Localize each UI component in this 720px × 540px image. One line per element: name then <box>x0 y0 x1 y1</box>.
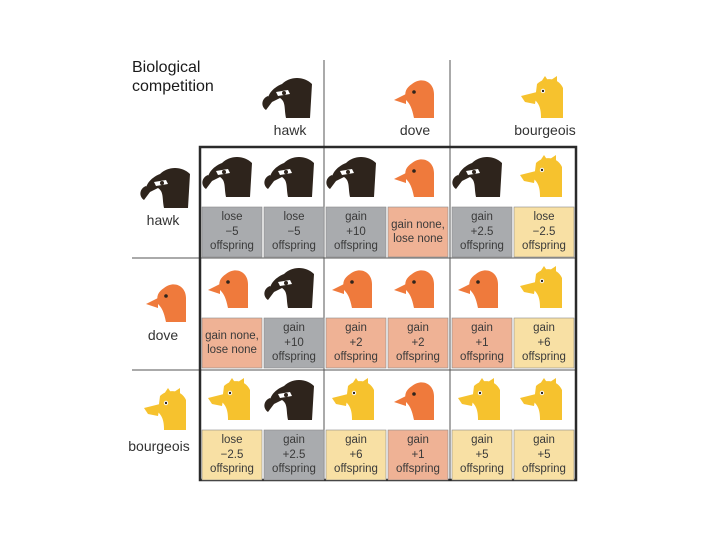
hawk-player-head-icon <box>264 268 314 308</box>
dove-header-head-icon <box>394 80 434 118</box>
payoff-fill <box>451 317 513 369</box>
payoff-fill <box>325 317 387 369</box>
payoff-text: gain +10 offspring <box>272 322 316 364</box>
payoff-text: gain +2 offspring <box>396 322 440 364</box>
payoff-fill <box>201 317 263 369</box>
payoff-text: gain +1 offspring <box>460 322 504 364</box>
payoff-fill <box>263 206 325 258</box>
hawk-row-head-icon <box>140 168 190 208</box>
payoff-fill <box>513 317 575 369</box>
dove-player-head-icon <box>394 270 434 308</box>
dove-player-head-icon <box>458 270 498 308</box>
row-label-bourgeois: bourgeois <box>128 438 190 454</box>
row-label-dove: dove <box>147 327 179 343</box>
dove-player-head-icon <box>332 270 372 308</box>
payoff-text: gain +6 offspring <box>334 434 378 476</box>
hawk-header-head-icon <box>262 78 312 118</box>
payoff-fill <box>387 429 449 481</box>
payoff-text: gain +5 offspring <box>522 434 566 476</box>
payoff-text: gain +6 offspring <box>522 322 566 364</box>
column-label-bourgeois: bourgeois <box>514 122 576 138</box>
payoff-text: gain +5 offspring <box>460 434 504 476</box>
bourgeois-row-head-icon <box>144 388 186 430</box>
hawk-player-head-icon <box>264 380 314 420</box>
bourgeois-header-head-icon <box>521 76 563 118</box>
payoff-fill <box>325 206 387 258</box>
hawk-player-head-icon <box>326 157 376 197</box>
dove-player-head-icon <box>394 382 434 420</box>
payoff-text: gain +2.5 offspring <box>272 434 316 476</box>
payoff-fill <box>387 206 449 258</box>
payoff-fill <box>263 429 325 481</box>
dove-player-head-icon <box>208 270 248 308</box>
column-label-dove: dove <box>399 122 431 138</box>
payoff-fill <box>451 429 513 481</box>
payoff-text: lose −2.5 offspring <box>210 434 254 476</box>
payoff-fill <box>201 206 263 258</box>
bourgeois-player-head-icon <box>332 378 374 420</box>
payoff-text: lose −5 offspring <box>272 211 316 253</box>
bourgeois-player-head-icon <box>520 266 562 308</box>
payoff-text: gain +10 offspring <box>334 211 378 253</box>
payoff-text: lose −2.5 offspring <box>522 211 566 253</box>
bourgeois-player-head-icon <box>520 155 562 197</box>
payoff-fill <box>325 429 387 481</box>
bourgeois-player-head-icon <box>520 378 562 420</box>
dove-player-head-icon <box>394 159 434 197</box>
row-label-hawk: hawk <box>146 212 180 228</box>
bourgeois-player-head-icon <box>208 378 250 420</box>
payoff-fill <box>451 206 513 258</box>
payoff-fill <box>513 206 575 258</box>
hawk-player-head-icon <box>202 157 252 197</box>
payoff-text: gain +2.5 offspring <box>460 211 504 253</box>
payoff-text: gain none, lose none <box>391 218 445 246</box>
bourgeois-player-head-icon <box>458 378 500 420</box>
payoff-text: gain +2 offspring <box>334 322 378 364</box>
payoff-fill <box>263 317 325 369</box>
payoff-fill <box>201 429 263 481</box>
hawk-player-head-icon <box>452 157 502 197</box>
payoff-text: gain none, lose none <box>205 329 259 357</box>
hawk-player-head-icon <box>264 157 314 197</box>
payoff-text: lose −5 offspring <box>210 211 254 253</box>
diagram-title: Biological competition <box>132 59 214 95</box>
dove-row-head-icon <box>146 284 186 322</box>
payoff-fill <box>387 317 449 369</box>
payoff-text: gain +1 offspring <box>396 434 440 476</box>
column-label-hawk: hawk <box>273 122 307 138</box>
payoff-fill <box>513 429 575 481</box>
